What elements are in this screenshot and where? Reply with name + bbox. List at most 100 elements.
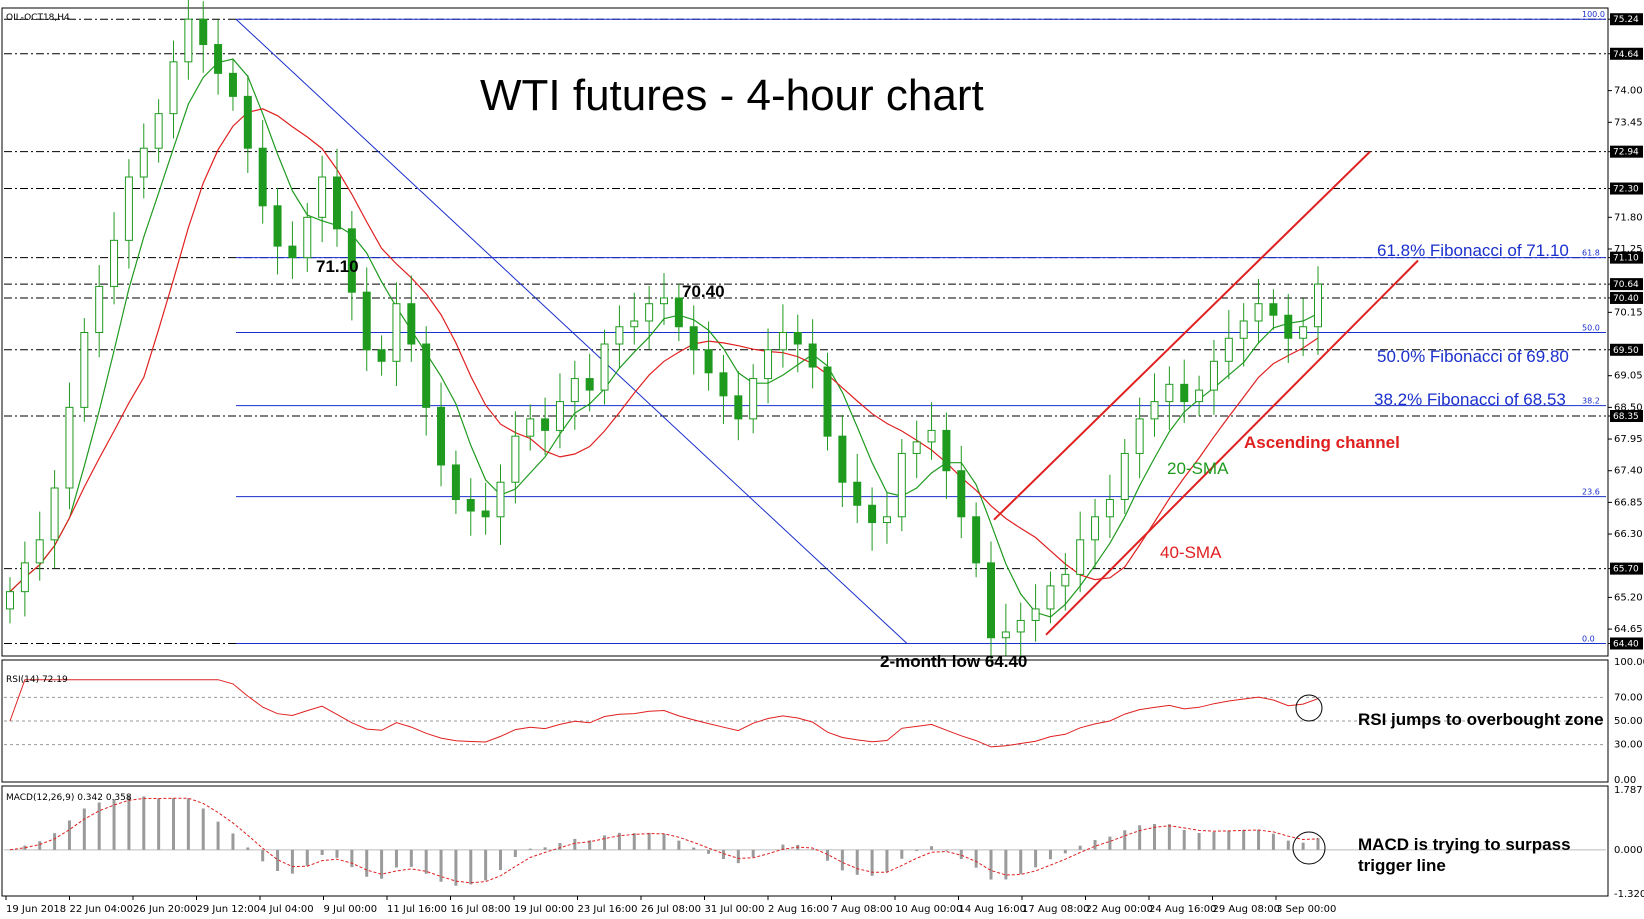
fib-pct-0.0: 0.0 [1582,634,1595,643]
candle-body [541,418,550,431]
candle-body [1076,539,1085,575]
candle-body [1209,360,1218,391]
candle-body [1195,389,1204,403]
time-tick-label: 29 Jun 12:00 [197,904,261,915]
candle-body [80,332,89,408]
price-tag-label: 70.40 [1613,294,1639,304]
price-tick-label: 68.50 [1614,402,1643,413]
candle-body [1105,499,1114,518]
candle-body [927,429,936,443]
price-tag-box [1610,291,1643,304]
fib-pct-38.2: 38.2 [1582,397,1600,406]
fib-pct-100.0: 100.0 [1582,10,1605,19]
candle-body [585,378,594,391]
low-label: 2-month low 64.40 [880,652,1027,671]
price-tick-label: 74.00 [1614,86,1643,97]
candle-body [288,245,297,259]
candle-body [957,470,966,518]
time-tick-label: 16 Jul 08:00 [451,904,511,915]
candle-body [347,228,356,293]
price-tag-label: 75.24 [1613,15,1639,25]
time-tick-label: 19 Jul 00:00 [514,904,574,915]
macd-tick-label: -1.320 [1614,889,1644,900]
candle-body [422,343,431,408]
price-tag-box [1610,182,1643,195]
price-tick-label: 70.15 [1614,307,1643,318]
macd-note-1: MACD is trying to surpass [1358,835,1571,854]
candle-body [526,418,535,437]
candle-body [496,481,505,518]
candle-body [139,147,148,178]
candle-body [50,487,59,541]
price-tag-label: 68.35 [1613,412,1639,422]
candle-body [689,326,698,351]
candle-body [258,147,267,207]
candle-body [1016,619,1025,633]
rsi-tick-label: 100.00 [1614,657,1644,668]
price-tag-box [1610,410,1643,423]
price-tag-box [1610,637,1643,650]
rsi-panel [1,659,1609,783]
candle-body [303,216,312,259]
macd-panel [1,785,1609,897]
rsi-tick-label: 0.00 [1614,775,1636,786]
time-tick-label: 31 Jul 00:00 [705,904,765,915]
candle-body [1254,303,1263,322]
time-tick-label: 19 Jun 2018 [6,904,66,915]
symbol-label: OIL-OCT18,H4 [6,13,70,23]
candle-body [942,429,951,472]
candle-body [1001,631,1010,639]
time-tick-label: 26 Jul 08:00 [641,904,701,915]
sma20-line [9,58,1319,618]
downtrend-line [235,18,908,644]
rsi-tick-label: 50.00 [1614,716,1643,727]
time-tick-label: 7 Aug 08:00 [832,904,893,915]
price-tag-label: 64.40 [1613,639,1639,649]
time-tick-label: 22 Aug 00:00 [1086,904,1153,915]
candle-body [184,18,193,63]
macd-label: MACD(12,26,9) 0.342 0.358 [6,793,132,803]
candle-body [407,303,416,345]
channel-upper-line [993,150,1371,521]
fib-61-8-label: 61.8% Fibonacci of 71.10 [1377,241,1569,260]
candle-body [823,366,832,437]
price-panel [1,7,1609,657]
price-tag-label: 69.50 [1613,346,1639,356]
channel-label: Ascending channel [1244,433,1400,452]
candle-body [1269,303,1278,316]
time-tick-label: 22 Jun 04:00 [70,904,134,915]
candle-body [1239,320,1248,339]
candle-body [645,303,654,322]
candle-body [199,18,208,46]
rsi-highlight-circle [1295,694,1323,722]
candle-body [570,378,579,403]
rsi-line [9,679,1319,748]
time-tick-label: 11 Jul 16:00 [387,904,447,915]
price-tag-box [1610,343,1643,356]
price-tag-box [1610,145,1643,158]
candle-body [511,435,520,483]
price-tick-label: 66.85 [1614,497,1643,508]
rsi-label: RSI(14) 72.19 [6,675,68,685]
candle-body [1031,608,1040,621]
time-tick-label: 24 Aug 16:00 [1149,904,1216,915]
time-tick-label: 4 Jul 04:00 [260,904,314,915]
candle-body [110,239,119,287]
candle-body [660,297,668,305]
candle-body [169,61,178,115]
candle-body [481,510,490,518]
time-tick-label: 26 Jun 20:00 [133,904,197,915]
price-tag-label: 70.64 [1613,280,1639,290]
candle-body [912,441,921,454]
candle-body [1061,573,1070,587]
sma20-label: 20-SMA [1167,459,1229,478]
time-tick-label: 29 Aug 08:00 [1213,904,1280,915]
candle-body [764,349,773,380]
fib-pct-23.6: 23.6 [1582,488,1600,497]
candle-body [704,349,713,374]
candle-body [600,343,609,391]
price-tick-label: 73.45 [1614,117,1643,128]
candle-body [228,72,237,97]
